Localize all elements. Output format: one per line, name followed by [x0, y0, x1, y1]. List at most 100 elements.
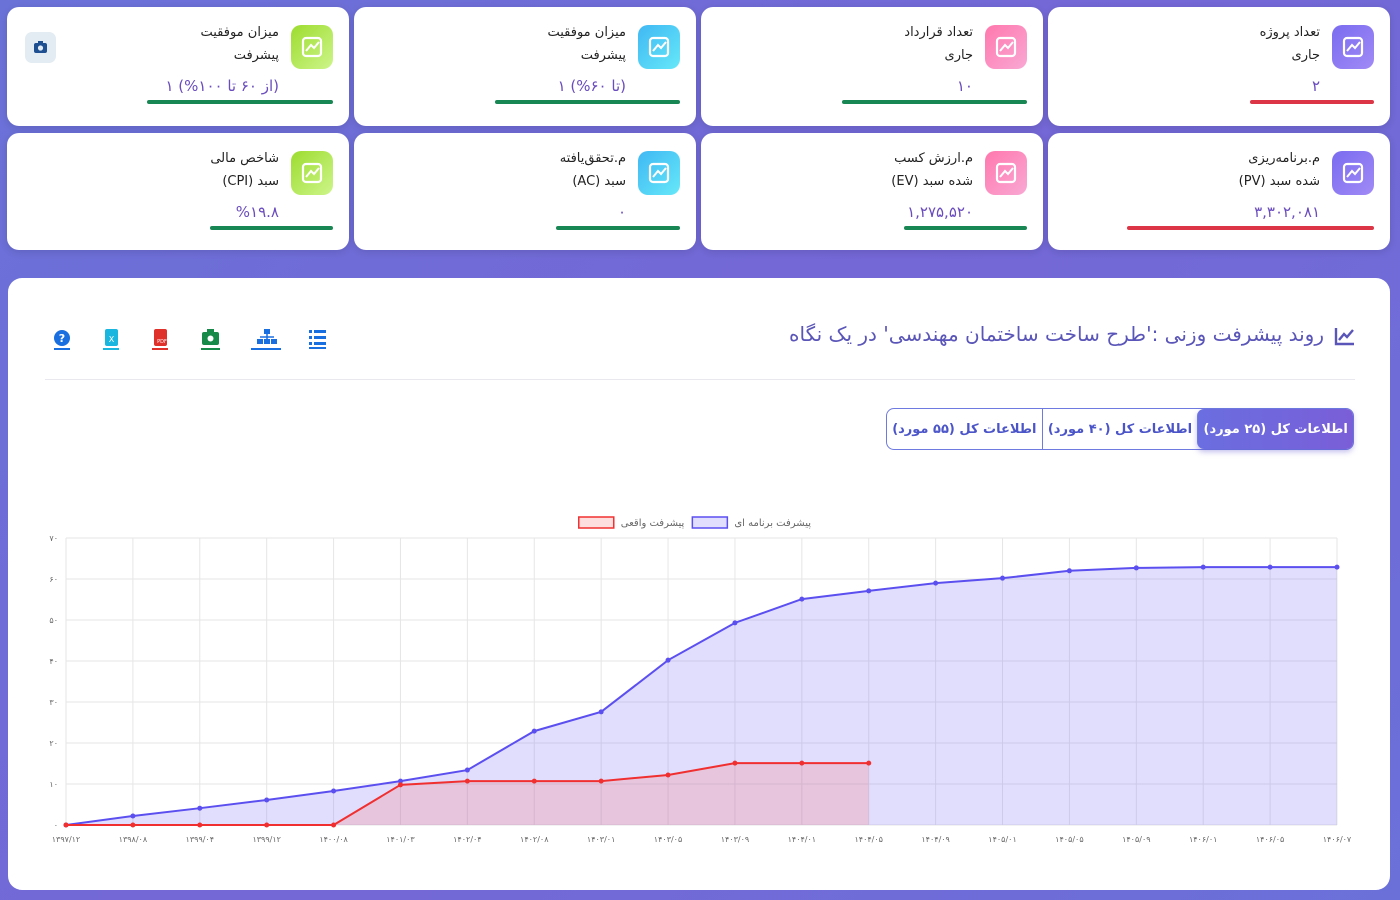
card-value: ۲ [1311, 77, 1320, 95]
data-point [598, 709, 604, 715]
kpi-card: م.تحقق‌یافته سبد (AC) ۰ [354, 133, 696, 250]
series-line [65, 566, 1337, 826]
kpi-card: تعداد قرارداد جاری ۱۰ [701, 7, 1043, 126]
data-point [866, 760, 872, 766]
help-button[interactable]: ? [54, 330, 70, 350]
series-area [66, 567, 1337, 825]
data-point [130, 822, 136, 828]
camera-button[interactable] [25, 32, 56, 63]
tab[interactable]: اطلاعات کل (۲۵ مورد) [1197, 409, 1353, 449]
x-tick-label: ۱۴۰۳/۰۵ [654, 835, 682, 844]
x-tick-label: ۱۳۹۷/۱۲ [52, 835, 80, 844]
x-tick-label: ۱۴۰۳/۰۱ [587, 835, 615, 844]
x-tick-label: ۱۴۰۲/۰۸ [520, 835, 549, 844]
card-title: شاخص مالی [210, 151, 279, 166]
card-title: جاری [1291, 48, 1320, 63]
kpi-card: تعداد پروژه جاری ۲ [1048, 7, 1390, 126]
svg-text:PDF: PDF [157, 339, 167, 345]
card-glyph [995, 36, 1017, 58]
data-point [1267, 564, 1273, 570]
card-bar [495, 100, 680, 104]
card-glyph [1342, 162, 1364, 184]
card-icon [291, 25, 333, 69]
kpi-card: میزان موفقیت پیشرفت (تا ۶۰%) ۱ [354, 7, 696, 126]
card-title: م.برنامه‌ریزی [1248, 151, 1320, 166]
card-bar [1127, 226, 1374, 230]
data-point [63, 822, 69, 828]
tab[interactable]: اطلاعات کل (۵۵ مورد) [892, 421, 1037, 437]
data-point [1000, 575, 1006, 581]
svg-text:X: X [109, 335, 115, 344]
data-point [197, 822, 203, 828]
card-glyph [1342, 36, 1364, 58]
card-title: سبد (CPI) [222, 174, 279, 189]
card-title: جاری [944, 48, 973, 63]
card-glyph [648, 162, 670, 184]
card-value: ۳,۳۰۲,۰۸۱ [1254, 203, 1320, 221]
data-point [598, 778, 604, 784]
card-value: (تا ۶۰%) ۱ [557, 77, 626, 95]
data-point [1066, 568, 1072, 574]
data-point [264, 797, 270, 803]
data-point [732, 760, 738, 766]
card-title: تعداد پروژه [1259, 25, 1320, 40]
tab-group: اطلاعات کل (۲۵ مورد) اطلاعات کل (۴۰ مورد)… [886, 408, 1354, 450]
x-tick-label: ۱۳۹۸/۰۸ [119, 835, 148, 844]
data-point [1334, 564, 1340, 570]
card-value: ۱,۲۷۵,۵۲۰ [907, 203, 973, 221]
x-tick-label: ۱۴۰۶/۰۵ [1256, 835, 1284, 844]
data-point [331, 788, 337, 794]
snapshot-button[interactable] [201, 329, 220, 350]
data-point [464, 767, 470, 773]
card-title: شده سبد (EV) [891, 174, 973, 189]
x-tick-label: ۱۴۰۴/۰۹ [921, 835, 949, 844]
kpi-card: م.برنامه‌ریزی شده سبد (PV) ۳,۳۰۲,۰۸۱ [1048, 133, 1390, 250]
x-tick-label: ۱۴۰۴/۰۵ [854, 835, 882, 844]
data-point [464, 778, 470, 784]
kpi-card: شاخص مالی سبد (CPI) %۱۹.۸ [7, 133, 349, 250]
card-title: میزان موفقیت [200, 25, 279, 40]
card-value: ۱۰ [956, 77, 973, 95]
card-icon [985, 151, 1027, 195]
data-point [331, 822, 337, 828]
x-tick-label: ۱۴۰۶/۰۷ [1323, 835, 1352, 844]
card-icon [1332, 151, 1374, 195]
y-tick-label: ۳۰ [49, 698, 58, 707]
excel-button[interactable]: X [103, 329, 119, 350]
card-value: ۰ [617, 203, 626, 221]
data-point [531, 728, 537, 734]
data-point [264, 822, 270, 828]
card-title: م.تحقق‌یافته [559, 151, 626, 166]
data-point [1133, 565, 1139, 571]
legend-label: پیشرفت واقعی [621, 518, 685, 529]
y-tick-label: ۶۰ [49, 575, 58, 584]
y-tick-label: ۵۰ [49, 616, 58, 625]
x-tick-label: ۱۴۰۴/۰۱ [788, 835, 816, 844]
card-bar [210, 226, 333, 230]
tree-button[interactable] [251, 329, 281, 350]
card-title: م.ارزش کسب [894, 151, 973, 166]
chart-icon [1334, 328, 1354, 346]
data-point [130, 813, 136, 819]
x-tick-label: ۱۴۰۰/۰۸ [319, 835, 348, 844]
card-bar [842, 100, 1027, 104]
card-bar [147, 100, 333, 104]
x-tick-label: ۱۳۹۹/۱۲ [252, 835, 280, 844]
chart-panel: روند پیشرفت وزنی :'طرح ساخت ساختمان مهند… [8, 278, 1390, 890]
card-title: میزان موفقیت [547, 25, 626, 40]
pdf-button[interactable]: PDF [152, 329, 168, 350]
card-title: تعداد قرارداد [904, 25, 973, 40]
card-icon [638, 151, 680, 195]
data-point [1200, 564, 1206, 570]
y-tick-label: ۲۰ [49, 739, 58, 748]
data-point [799, 596, 805, 602]
list-button[interactable] [309, 330, 326, 349]
data-point [866, 588, 872, 594]
card-icon [1332, 25, 1374, 69]
data-point [732, 620, 738, 626]
tab[interactable]: اطلاعات کل (۴۰ مورد) [1041, 409, 1198, 449]
data-point [665, 772, 671, 778]
card-bar [904, 226, 1027, 230]
chart-title: روند پیشرفت وزنی :'طرح ساخت ساختمان مهند… [789, 322, 1324, 346]
